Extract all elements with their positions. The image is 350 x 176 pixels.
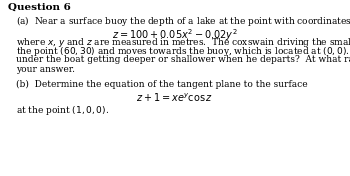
Text: at the point $(1, 0, 0)$.: at the point $(1, 0, 0)$.	[16, 104, 109, 117]
Text: your answer.: your answer.	[16, 64, 75, 74]
Text: $z = 100 + 0.05x^2 - 0.02y^2$: $z = 100 + 0.05x^2 - 0.02y^2$	[112, 27, 238, 43]
Text: Question 6: Question 6	[8, 3, 71, 12]
Text: under the boat getting deeper or shallower when he departs?  At what rate?  Expl: under the boat getting deeper or shallow…	[16, 55, 350, 64]
Text: the point $(60, 30)$ and moves towards the buoy, which is located at $(0, 0)$.  : the point $(60, 30)$ and moves towards t…	[16, 46, 350, 58]
Text: (a)  Near a surface buoy the depth of a lake at the point with coordinates $(x, : (a) Near a surface buoy the depth of a l…	[16, 14, 350, 28]
Text: (b)  Determine the equation of the tangent plane to the surface: (b) Determine the equation of the tangen…	[16, 80, 308, 89]
Text: $z + 1 = xe^y\cos z$: $z + 1 = xe^y\cos z$	[136, 92, 214, 104]
Text: where $x$, $y$ and $z$ are measured in metres.  The coxswain driving the small b: where $x$, $y$ and $z$ are measured in m…	[16, 36, 350, 49]
